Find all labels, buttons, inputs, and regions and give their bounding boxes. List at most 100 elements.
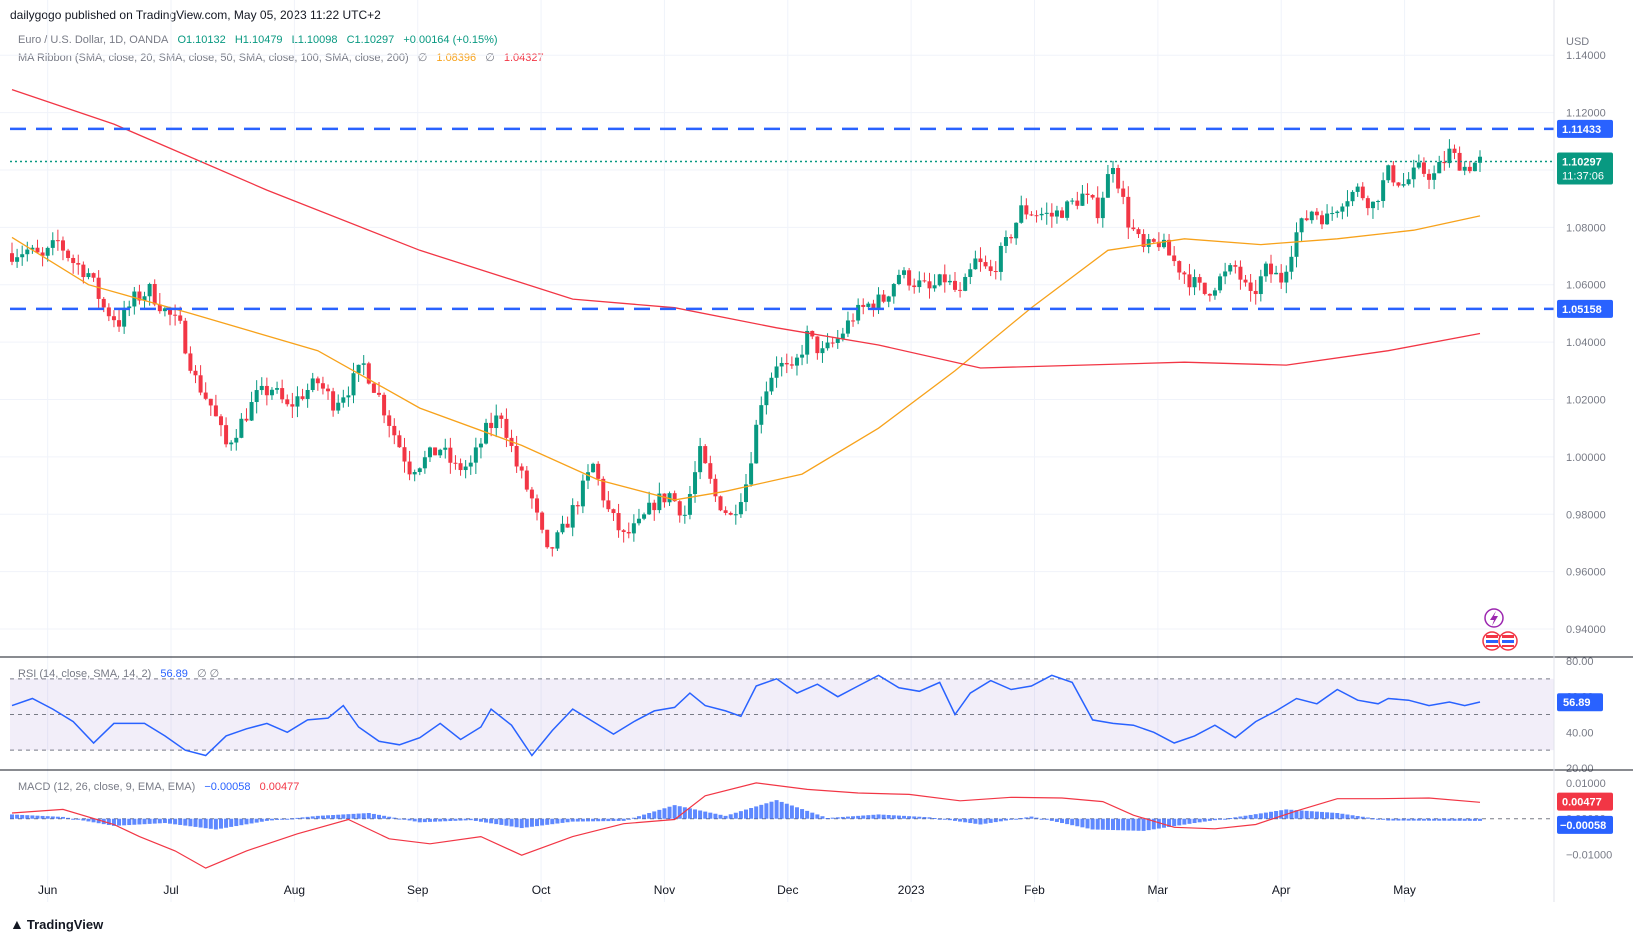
us-flag-icon[interactable] xyxy=(1482,631,1502,651)
candle-body xyxy=(1044,212,1049,214)
close-value: C1.10297 xyxy=(346,34,395,46)
macd-histogram-bar xyxy=(1003,818,1008,821)
brand-name: TradingView xyxy=(26,917,104,932)
symbol-title[interactable]: Euro / U.S. Dollar, 1D, OANDA xyxy=(18,34,169,46)
macd-histogram-bar xyxy=(932,818,937,820)
macd-histogram-bar xyxy=(535,818,540,827)
candle-body xyxy=(764,391,769,406)
macd-histogram-bar xyxy=(575,818,580,822)
macd-histogram-bar xyxy=(886,815,891,819)
x-tick-label: Jul xyxy=(163,883,178,897)
us-flag-icon[interactable] xyxy=(1498,631,1518,651)
candle-body xyxy=(346,395,351,398)
candle-body xyxy=(1019,205,1024,223)
candle-body xyxy=(1024,205,1029,215)
candle-body xyxy=(1269,263,1274,275)
candle-body xyxy=(1432,173,1437,180)
macd-histogram-bar xyxy=(484,818,489,823)
candle-body xyxy=(978,258,983,263)
candle-body xyxy=(1294,232,1299,257)
macd-histogram-bar xyxy=(978,818,983,825)
macd-histogram-bar xyxy=(1345,814,1350,819)
macd-histogram-bar xyxy=(1370,818,1375,820)
candle-body xyxy=(682,514,687,516)
tradingview-logo[interactable]: ▲ TradingView xyxy=(10,916,103,932)
x-tick-label: Sep xyxy=(407,883,429,897)
rsi-label[interactable]: RSI (14, close, SMA, 14, 2) xyxy=(18,668,152,680)
signal-value-tag xyxy=(1557,792,1613,811)
macd-histogram-bar xyxy=(871,814,876,819)
macd-histogram-bar xyxy=(596,818,601,822)
macd-histogram-bar xyxy=(779,801,784,819)
macd-histogram-bar xyxy=(1411,818,1416,821)
macd-histogram-bar xyxy=(968,818,973,824)
macd-histogram-bar xyxy=(147,818,152,824)
candle-body xyxy=(1330,213,1335,215)
macd-histogram-bar xyxy=(728,814,733,819)
y-tick-label: 0.94000 xyxy=(1566,624,1606,636)
macd-histogram-bar xyxy=(1274,811,1279,819)
candle-body xyxy=(1141,234,1146,247)
macd-histogram-bar xyxy=(672,805,677,819)
candle-body xyxy=(331,391,336,411)
y-tick-label: 1.12000 xyxy=(1566,108,1606,120)
candle-body xyxy=(10,253,14,262)
macd-histogram-bar xyxy=(759,804,764,819)
macd-histogram-bar xyxy=(356,813,361,819)
candle-body xyxy=(1355,186,1360,192)
candle-body xyxy=(596,463,601,479)
candle-body xyxy=(1319,215,1324,225)
macd-histogram-bar xyxy=(1029,816,1034,819)
candle-body xyxy=(453,462,458,464)
candle-body xyxy=(147,283,152,297)
macd-histogram-bar xyxy=(570,818,575,822)
signal-value: 0.00477 xyxy=(259,781,300,793)
macd-histogram-bar xyxy=(1258,813,1263,819)
macd-histogram-bar xyxy=(774,800,779,819)
macd-histogram-bar xyxy=(810,812,815,819)
macd-histogram-bar xyxy=(1238,816,1243,819)
macd-tick-label: 0.01000 xyxy=(1566,778,1606,790)
candle-body xyxy=(1192,277,1197,288)
macd-histogram-bar xyxy=(1060,818,1065,824)
tradingview-icon: ▲ xyxy=(10,916,24,932)
candle-body xyxy=(540,512,545,530)
candle-body xyxy=(60,240,65,251)
candle-body xyxy=(774,366,779,378)
candle-body xyxy=(886,296,891,302)
x-tick-label: Jun xyxy=(38,883,57,897)
candle-body xyxy=(269,389,274,396)
macd-histogram-bar xyxy=(1340,813,1345,819)
macd-histogram-bar xyxy=(1452,818,1457,821)
candle-body xyxy=(784,362,789,365)
macd-histogram-bar xyxy=(958,818,963,822)
macd-histogram-bar xyxy=(937,818,942,820)
candle-body xyxy=(300,396,305,399)
candle-body xyxy=(193,370,198,376)
candle-body xyxy=(1085,193,1090,195)
lightning-icon[interactable] xyxy=(1484,608,1504,628)
macd-histogram-bar xyxy=(902,815,907,819)
macd-histogram-bar xyxy=(896,815,901,819)
macd-histogram-bar xyxy=(1034,817,1039,819)
macd-histogram-bar xyxy=(682,807,687,819)
candle-body xyxy=(1095,197,1100,219)
candle-body xyxy=(1304,218,1309,221)
candle-body xyxy=(1167,239,1172,256)
macd-histogram-bar xyxy=(1019,818,1024,820)
macd-histogram-bar xyxy=(1289,809,1294,819)
macd-histogram-bar xyxy=(1049,818,1054,821)
macd-histogram-bar xyxy=(50,816,55,819)
macd-histogram-bar xyxy=(1095,818,1100,830)
candle-body xyxy=(560,523,565,533)
macd-histogram-bar xyxy=(173,818,178,825)
macd-histogram-bar xyxy=(1126,818,1131,831)
candle-body xyxy=(708,463,713,479)
macd-histogram-bar xyxy=(1253,814,1258,819)
candle-body xyxy=(117,320,122,327)
candle-body xyxy=(1228,265,1233,272)
candle-body xyxy=(366,363,371,384)
macd-label[interactable]: MACD (12, 26, close, 9, EMA, EMA) xyxy=(18,781,196,793)
candle-body xyxy=(35,247,40,253)
